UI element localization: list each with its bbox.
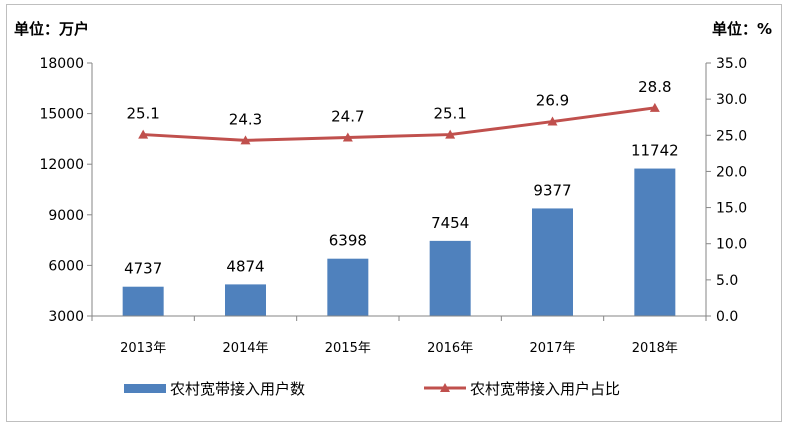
bar-data-label: 7454: [431, 214, 469, 232]
left-axis-unit: 单位：万户: [14, 20, 89, 38]
line-data-label: 25.1: [126, 105, 159, 123]
bar: [327, 258, 369, 316]
line-data-label: 24.3: [229, 110, 262, 128]
left-y-axis: 3000 6000 9000 12000 15000 18000: [39, 56, 93, 325]
line-point: [240, 135, 251, 145]
right-tick-label: 20.0: [716, 164, 747, 180]
bar-data-label: 6398: [329, 232, 367, 250]
legend: 农村宽带接入用户数 农村宽带接入用户占比: [124, 380, 620, 398]
x-tick-label: 2016年: [427, 341, 473, 356]
legend-triangle-marker-icon: [440, 383, 450, 392]
bar-data-label: 4874: [226, 257, 264, 275]
left-tick-label: 15000: [39, 107, 84, 123]
right-tick-label: 10.0: [716, 237, 747, 253]
line-point: [138, 129, 149, 139]
left-tick-label: 6000: [48, 258, 84, 274]
left-tick-label: 18000: [39, 56, 84, 72]
bar: [225, 284, 266, 316]
bar: [122, 286, 164, 316]
right-y-axis: 0.0 5.0 10.0 15.0 20.0 25.0 30.0 35.0: [705, 56, 747, 325]
x-tick-label: 2018年: [632, 341, 678, 356]
line-point: [342, 132, 353, 142]
left-tick-label: 3000: [48, 309, 84, 325]
line-data-label: 28.8: [638, 78, 671, 96]
legend-line-label: 农村宽带接入用户占比: [470, 380, 620, 398]
x-tick-label: 2013年: [120, 341, 166, 356]
bar-data-label: 11742: [631, 142, 679, 160]
x-tick-label: 2017年: [529, 341, 575, 356]
bar-series: 4737 4874 6398 7454 9377 11742: [122, 142, 679, 316]
line-path: [143, 106, 656, 142]
right-tick-label: 0.0: [716, 309, 738, 325]
line-point: [445, 129, 456, 139]
line-series: 25.1 24.3 24.7 25.1 26.9 28.8: [126, 78, 672, 145]
right-tick-label: 25.0: [716, 128, 747, 144]
bar-data-label: 9377: [533, 181, 571, 199]
right-tick-label: 15.0: [716, 201, 747, 217]
bar: [634, 168, 676, 316]
right-tick-label: 30.0: [716, 92, 747, 108]
right-axis-unit: 单位：%: [712, 20, 772, 38]
line-point: [649, 102, 660, 112]
x-tick-label: 2014年: [222, 341, 268, 356]
line-data-label: 26.9: [536, 92, 569, 110]
x-axis: 2013年 2014年 2015年 2016年 2017年 2018年: [91, 315, 707, 356]
x-tick-label: 2015年: [325, 341, 371, 356]
left-tick-label: 12000: [39, 157, 84, 173]
right-tick-label: 5.0: [716, 273, 738, 289]
line-point: [547, 116, 558, 126]
bar: [429, 240, 471, 316]
legend-bar-swatch: [124, 384, 166, 393]
line-data-label: 24.7: [331, 107, 364, 125]
bar: [532, 208, 573, 316]
line-data-label: 25.1: [433, 105, 466, 123]
bar-data-label: 4737: [124, 260, 162, 278]
legend-bar-label: 农村宽带接入用户数: [170, 380, 305, 398]
left-tick-label: 9000: [48, 208, 84, 224]
right-tick-label: 35.0: [716, 56, 747, 72]
